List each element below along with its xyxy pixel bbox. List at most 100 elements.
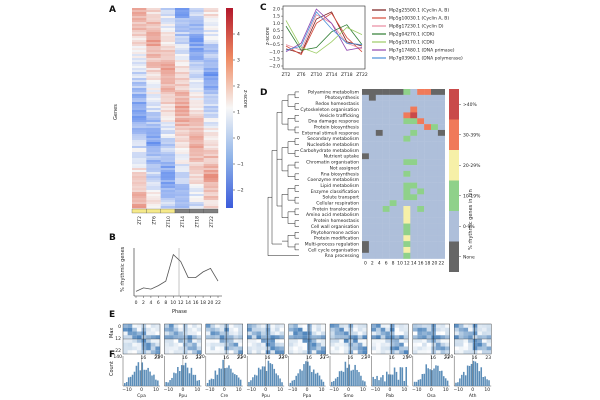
- heat-cell: [175, 100, 190, 103]
- heat-cell: [160, 138, 176, 141]
- max-map-cell: [431, 339, 436, 343]
- max-map-cell: [238, 324, 243, 328]
- max-map-cell: [376, 331, 381, 336]
- heat-cell: [146, 170, 161, 173]
- max-map-cell: [339, 324, 344, 328]
- heat-cell: [146, 132, 161, 135]
- max-map-cell: [136, 335, 142, 339]
- bin-cell: [437, 229, 445, 236]
- max-map-cell: [261, 342, 266, 347]
- heat-cell: [160, 16, 176, 19]
- bin-cell: [389, 135, 397, 142]
- heat-cell: [189, 184, 204, 187]
- heat-cell: [189, 78, 204, 81]
- legend-label: None: [463, 254, 475, 260]
- heat-cell: [132, 84, 147, 87]
- category-label: Dna damage response: [308, 119, 359, 125]
- heat-cell: [146, 48, 161, 51]
- max-map-cell: [150, 327, 156, 332]
- heat-cell: [160, 36, 176, 39]
- max-map-cell: [486, 331, 492, 336]
- category-labels: Polyamine metabolismPhotosynthesisRedox …: [300, 89, 359, 259]
- bin-cell: [417, 135, 425, 142]
- heat-cell: [203, 176, 219, 179]
- heat-cell: [175, 204, 190, 207]
- heat-cell: [203, 144, 219, 147]
- heat-cell: [189, 100, 204, 103]
- heat-cell: [146, 46, 161, 49]
- b-tick-label: 18: [200, 300, 206, 306]
- phase-cell: [203, 208, 219, 214]
- heat-cell: [146, 184, 161, 187]
- hist-bar: [157, 380, 159, 386]
- bin-cell: [424, 235, 432, 242]
- heat-cell: [175, 26, 190, 29]
- bin-cell: [417, 217, 425, 224]
- heat-cell: [146, 178, 161, 181]
- bin-cell: [410, 159, 418, 166]
- hist-bar: [362, 380, 364, 386]
- heat-cell: [189, 158, 204, 161]
- max-map-cell: [477, 339, 482, 343]
- max-map-cell: [192, 324, 197, 328]
- heat-cell: [160, 160, 176, 163]
- category-label: Secondary metabolism: [307, 136, 359, 142]
- heat-cell: [146, 196, 161, 199]
- heat-cell: [203, 102, 219, 105]
- max-map-cell: [224, 346, 229, 351]
- e-x-tick: 16: [347, 355, 353, 361]
- heat-cell: [132, 128, 147, 131]
- heat-cell: [132, 24, 147, 27]
- bin-cell: [437, 235, 445, 242]
- c-x-tick-label: ZT2: [282, 72, 291, 78]
- bin-cell: [437, 153, 445, 160]
- max-map-cell: [481, 350, 487, 354]
- heat-cell: [203, 26, 219, 29]
- legend-label: Mp7g17480.1 (DNA primase): [389, 48, 455, 54]
- max-map-cell: [219, 346, 225, 351]
- heat-cell: [132, 126, 147, 129]
- bin-cell: [368, 252, 376, 259]
- bin-cell: [437, 141, 445, 148]
- heat-cell: [160, 176, 176, 179]
- heat-cell: [175, 112, 190, 115]
- bin-cell: [431, 147, 439, 154]
- max-map-cell: [330, 350, 335, 354]
- heat-cell: [132, 174, 147, 177]
- max-map-cell: [173, 331, 179, 336]
- b-tick-label: 2: [142, 300, 145, 306]
- max-map-cell: [178, 324, 183, 328]
- heat-cell: [189, 202, 204, 205]
- heat-cell: [132, 202, 147, 205]
- heat-cell: [132, 72, 147, 75]
- heat-cell: [132, 80, 147, 83]
- max-map-cell: [376, 335, 381, 339]
- max-map-cell: [412, 339, 418, 343]
- heat-cell: [175, 8, 190, 11]
- x-ticks: 0 2 4 6 8 10 12 14 16 18 20 22: [135, 296, 221, 306]
- hist-bar: [423, 373, 426, 386]
- max-map-cell: [238, 342, 243, 347]
- hist-bar: [464, 375, 467, 386]
- bin-cell: [403, 211, 411, 218]
- e-x-tick: 23: [444, 355, 450, 361]
- heat-cell: [146, 62, 161, 65]
- max-map-cell: [192, 331, 197, 336]
- panel-label-e: E: [109, 310, 115, 320]
- hist-bar: [254, 374, 256, 386]
- hist-bar: [442, 376, 445, 386]
- heat-cell: [132, 56, 147, 59]
- bin-cell: [382, 188, 390, 195]
- max-map-cell: [463, 331, 469, 336]
- heat-cell: [203, 106, 219, 109]
- heat-cell: [146, 206, 161, 209]
- heat-cell: [203, 100, 219, 103]
- hist-bar: [386, 371, 388, 386]
- heat-cell: [132, 166, 147, 169]
- hist-bar: [147, 367, 149, 386]
- max-map-cell: [458, 350, 464, 354]
- max-map-cell: [178, 331, 183, 336]
- e-x-tick: 23: [154, 355, 160, 361]
- b-tick-label: 8: [164, 300, 167, 306]
- heat-cell: [189, 194, 204, 197]
